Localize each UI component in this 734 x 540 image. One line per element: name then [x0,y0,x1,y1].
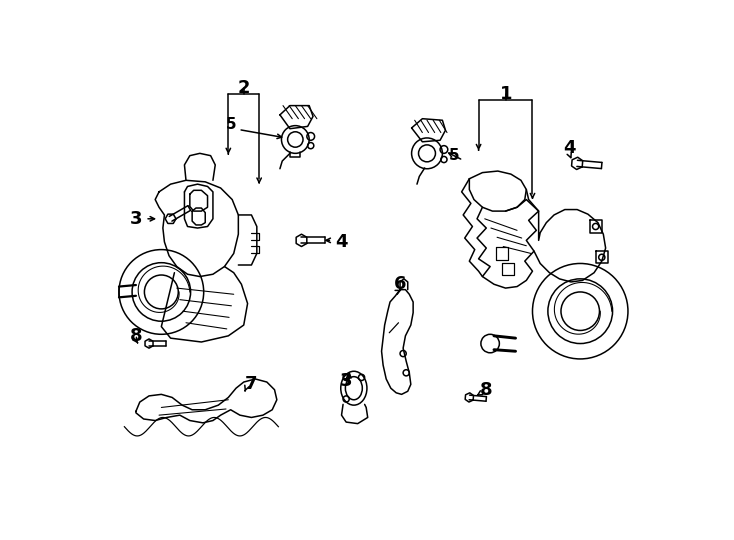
Text: 4: 4 [563,139,575,157]
Text: 2: 2 [238,79,250,97]
Text: 5: 5 [225,117,236,132]
Text: 5: 5 [448,148,459,163]
Text: 6: 6 [394,275,407,293]
Text: 7: 7 [245,375,258,393]
Text: 3: 3 [130,210,142,228]
Text: 8: 8 [480,381,493,399]
Text: 8: 8 [130,327,142,345]
Text: 1: 1 [500,85,512,103]
Text: 4: 4 [335,233,348,251]
Text: 3: 3 [340,372,352,389]
